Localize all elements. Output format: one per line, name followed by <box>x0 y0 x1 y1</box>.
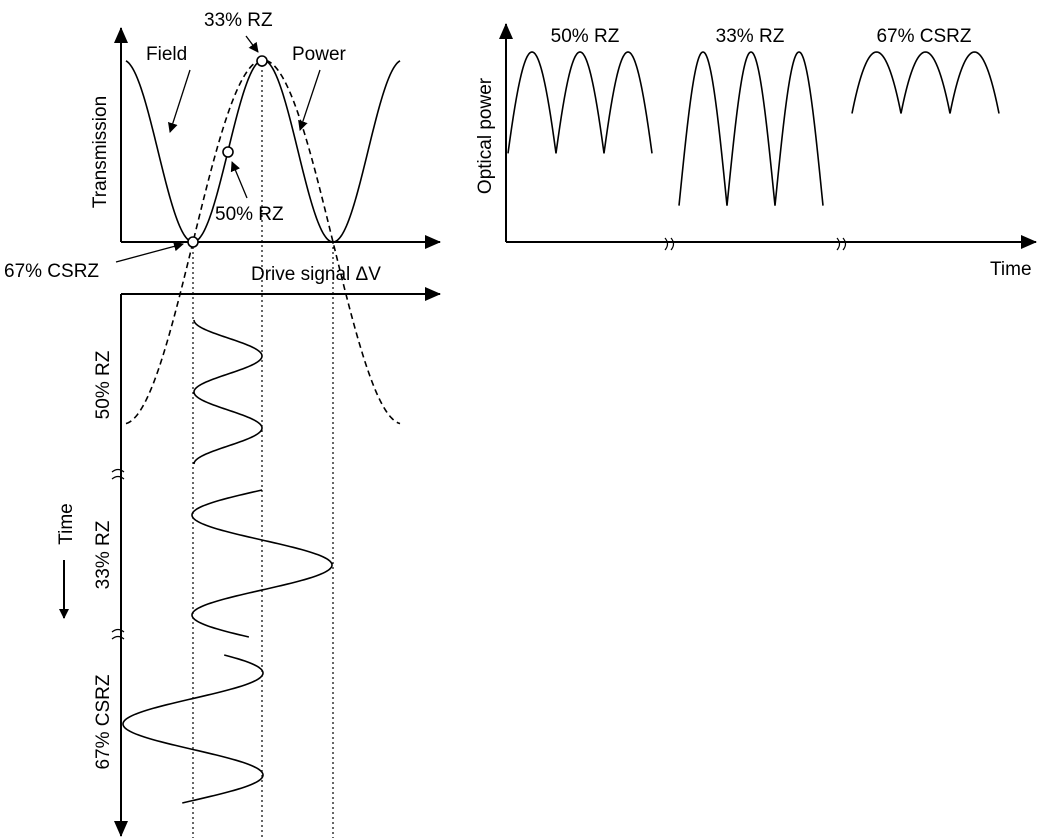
operating-point-67-csrz <box>187 236 199 248</box>
pointer-50-rz <box>230 161 248 199</box>
label-33-rz: 33% RZ <box>204 10 273 31</box>
transfer-function-plot: Transmission Drive signal ΔV Field Power… <box>4 10 441 838</box>
power-curve-label: Power <box>292 44 347 65</box>
drive-axis-break-2 <box>111 628 125 640</box>
drive-label-50-rz: 50% RZ <box>93 350 114 419</box>
optical-power-axis-label: Optical power <box>475 77 496 194</box>
optical-label-67-csrz: 67% CSRZ <box>876 26 971 47</box>
label-50-rz: 50% RZ <box>215 204 284 225</box>
drive-label-33-rz: 33% RZ <box>93 520 114 589</box>
drive-axis-break-1 <box>111 468 125 480</box>
drive-waveform-50-rz <box>193 319 263 465</box>
optical-power-plot: Optical power Time 50% RZ 33% RZ 67% CSR… <box>475 23 1037 280</box>
optical-axis-break-2 <box>836 237 847 251</box>
pointer-33-rz <box>245 35 259 53</box>
pointer-67-csrz <box>115 241 184 263</box>
drive-waveform-33-rz <box>191 489 333 638</box>
optical-label-50-rz: 50% RZ <box>551 26 620 47</box>
pulse-train-67-csrz <box>851 51 1000 114</box>
drive-time-label: Time <box>56 503 77 545</box>
drive-signal-plot: 50% RZ 33% RZ 67% CSRZ Time <box>56 287 441 837</box>
pulse-train-50-rz <box>507 51 653 154</box>
pulse-train-33-rz <box>678 51 824 206</box>
label-67-csrz: 67% CSRZ <box>4 261 99 282</box>
drive-label-67-csrz: 67% CSRZ <box>93 674 114 769</box>
optical-axis-break-1 <box>664 237 675 251</box>
field-transfer-curve <box>125 59 401 425</box>
transmission-axis-label: Transmission <box>90 96 111 208</box>
power-pointer-arrow <box>298 69 321 131</box>
field-pointer-arrow <box>168 69 191 133</box>
operating-point-33-rz <box>256 55 268 67</box>
optical-time-axis-label: Time <box>990 259 1032 280</box>
drive-waveform-67-csrz <box>122 654 264 804</box>
drive-signal-axis-label: Drive signal ΔV <box>251 264 381 285</box>
operating-point-50-rz <box>222 146 234 158</box>
field-curve-label: Field <box>146 44 187 65</box>
optical-label-33-rz: 33% RZ <box>716 26 785 47</box>
